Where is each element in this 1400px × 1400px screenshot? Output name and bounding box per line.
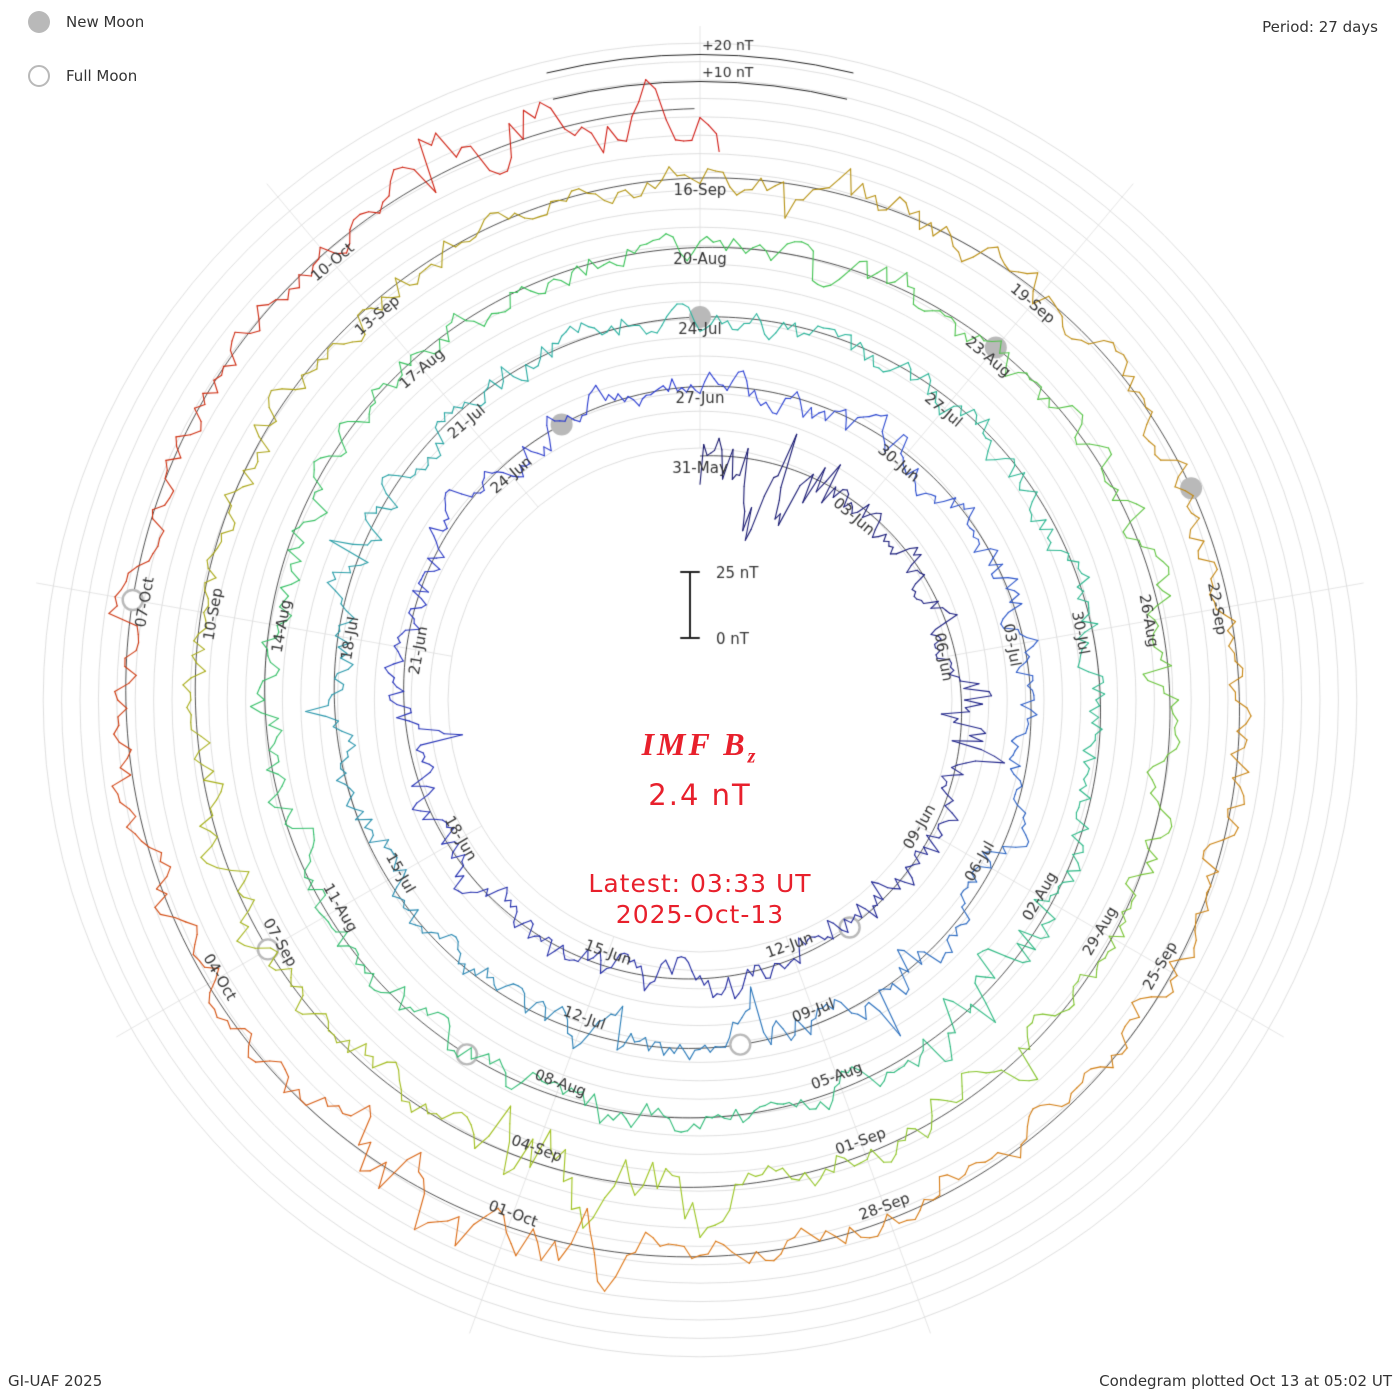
new-moon-label: New Moon [66, 13, 145, 31]
period-label: Period: 27 days [1262, 18, 1378, 36]
full-moon-label: Full Moon [66, 67, 138, 85]
new-moon-legend-row: New Moon [28, 8, 144, 36]
full-moon-legend-row: Full Moon [28, 62, 144, 90]
plot-timestamp: Condegram plotted Oct 13 at 05:02 UT [1099, 1372, 1392, 1390]
source-credit: GI-UAF 2025 [8, 1372, 103, 1390]
new-moon-icon [28, 11, 50, 33]
full-moon-icon [28, 65, 50, 87]
chart-title: IMF Bz [450, 726, 950, 768]
moon-legend: New Moon Full Moon [28, 8, 144, 116]
center-readout: IMF Bz 2.4 nT Latest: 03:33 UT 2025-Oct-… [450, 726, 950, 930]
chart-title-main: IMF B [641, 726, 748, 762]
latest-time: Latest: 03:33 UT [588, 869, 812, 899]
latest-date: 2025-Oct-13 [615, 900, 785, 930]
current-value: 2.4 nT [648, 778, 752, 813]
chart-title-sub: z [747, 745, 759, 768]
